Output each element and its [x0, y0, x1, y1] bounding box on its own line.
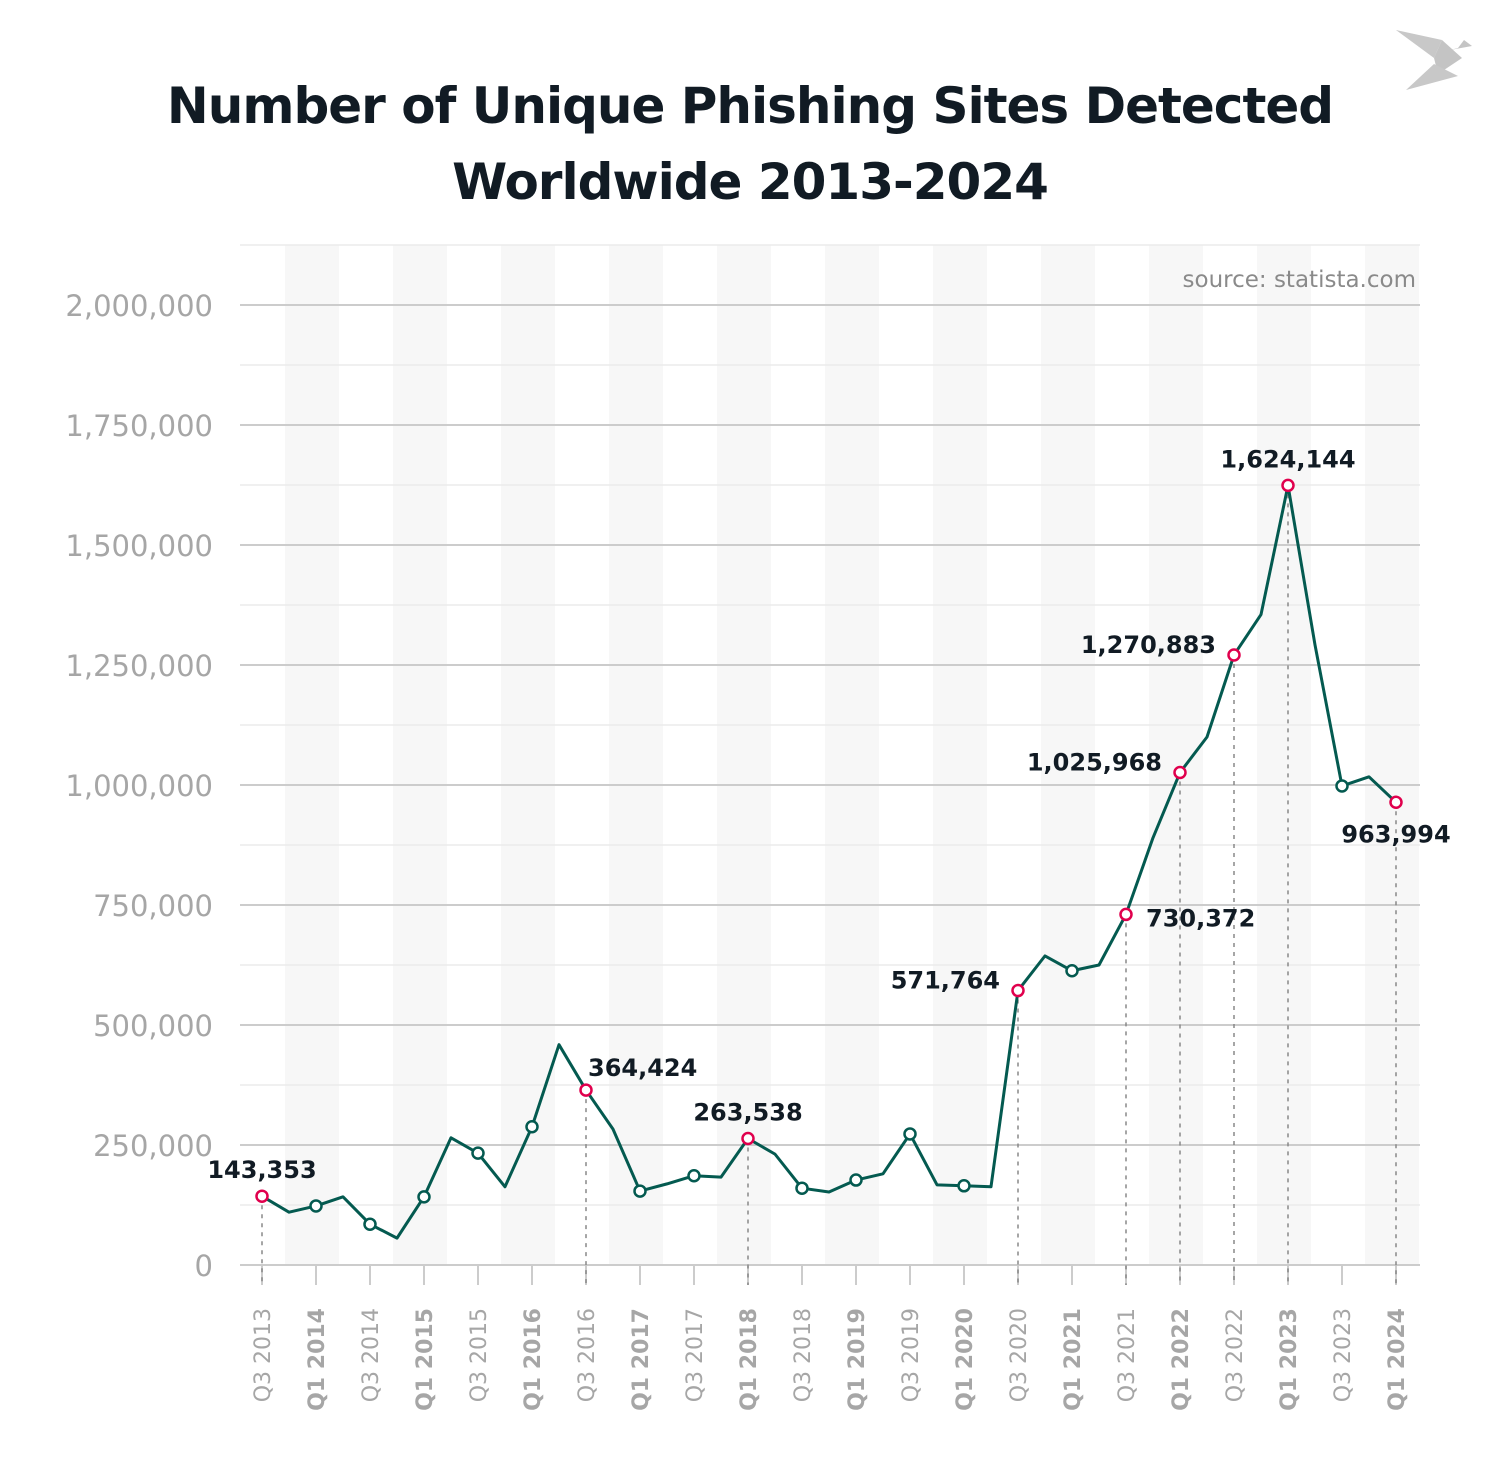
data-label: 1,624,144 — [1220, 445, 1355, 473]
data-marker — [309, 1199, 323, 1213]
highlight-marker — [741, 1131, 755, 1146]
data-label: 263,538 — [693, 1099, 802, 1127]
data-marker — [363, 1217, 377, 1231]
x-tick-label: Q1 2020 — [953, 1308, 978, 1411]
data-marker — [795, 1181, 809, 1195]
x-tick-label: Q1 2017 — [629, 1308, 654, 1411]
x-tick-label: Q3 2020 — [1007, 1308, 1032, 1402]
highlight-marker — [255, 1189, 269, 1203]
x-tick-label: Q1 2016 — [521, 1308, 546, 1411]
data-label: 364,424 — [588, 1054, 697, 1082]
x-tick-label: Q3 2016 — [575, 1308, 600, 1402]
x-tick-label: Q3 2019 — [899, 1308, 924, 1402]
x-tick-label: Q3 2023 — [1331, 1308, 1356, 1402]
x-tick-label: Q1 2021 — [1061, 1308, 1086, 1411]
y-tick-label: 250,000 — [93, 1129, 213, 1163]
x-tick-label: Q3 2018 — [791, 1308, 816, 1402]
y-tick-label: 750,000 — [93, 889, 213, 923]
data-label: 1,270,883 — [1081, 631, 1216, 659]
data-marker — [903, 1127, 917, 1141]
y-tick-label: 1,250,000 — [65, 649, 213, 683]
chart-title: Number of Unique Phishing Sites Detected… — [0, 68, 1500, 220]
source-note: source: statista.com — [1183, 267, 1416, 293]
y-tick-label: 1,500,000 — [65, 529, 213, 563]
x-tick-label: Q1 2024 — [1385, 1308, 1410, 1411]
data-marker — [957, 1179, 971, 1193]
x-tick-label: Q3 2017 — [683, 1308, 708, 1402]
data-marker — [417, 1190, 431, 1204]
x-tick-label: Q1 2014 — [305, 1308, 330, 1411]
background-band — [500, 245, 555, 1265]
x-tick-label: Q1 2015 — [413, 1308, 438, 1411]
background-band — [824, 245, 879, 1265]
background-band — [716, 245, 771, 1265]
y-tick-label: 500,000 — [93, 1009, 213, 1043]
data-marker — [1065, 964, 1079, 978]
highlight-marker — [1011, 983, 1025, 998]
x-tick-label: Q1 2019 — [845, 1308, 870, 1411]
highlight-marker — [579, 1083, 593, 1097]
x-tick-label: Q1 2018 — [737, 1308, 762, 1411]
x-tick-label: Q3 2015 — [467, 1308, 492, 1402]
data-label: 963,994 — [1341, 820, 1450, 848]
x-tick-label: Q1 2023 — [1277, 1308, 1302, 1411]
y-tick-label: 1,000,000 — [65, 769, 213, 803]
background-band — [1364, 245, 1419, 1265]
y-tick-label: 2,000,000 — [65, 289, 213, 323]
highlight-marker — [1173, 765, 1187, 780]
x-tick-label: Q1 2022 — [1169, 1308, 1194, 1411]
data-label: 571,764 — [891, 967, 1000, 995]
data-label: 1,025,968 — [1027, 749, 1162, 777]
x-tick-label: Q3 2013 — [251, 1308, 276, 1402]
x-tick-label: Q3 2022 — [1223, 1308, 1248, 1402]
origami-bird-icon — [1396, 30, 1472, 90]
background-band — [392, 245, 447, 1265]
background-band — [1040, 245, 1095, 1265]
y-tick-label: 0 — [195, 1249, 213, 1283]
data-marker — [849, 1173, 863, 1187]
data-label: 730,372 — [1146, 904, 1255, 932]
series-line — [261, 483, 1398, 1240]
data-label: 143,353 — [207, 1156, 316, 1184]
highlight-marker — [1389, 795, 1403, 810]
highlight-marker — [1281, 478, 1295, 493]
data-marker — [471, 1146, 485, 1160]
background-band — [1256, 245, 1311, 1265]
x-tick-label: Q3 2021 — [1115, 1308, 1140, 1402]
data-marker — [525, 1120, 539, 1134]
data-marker — [633, 1184, 647, 1198]
data-marker — [687, 1168, 701, 1183]
x-tick-label: Q3 2014 — [359, 1308, 384, 1402]
title-line-1: Number of Unique Phishing Sites Detected — [166, 77, 1334, 135]
title-line-2: Worldwide 2013-2024 — [452, 153, 1049, 211]
highlight-marker — [1227, 648, 1241, 662]
background-band — [608, 245, 663, 1265]
background-band — [284, 245, 339, 1265]
background-band — [932, 245, 987, 1265]
highlight-marker — [1119, 907, 1133, 922]
y-tick-label: 1,750,000 — [65, 409, 213, 443]
data-marker — [1335, 779, 1349, 793]
